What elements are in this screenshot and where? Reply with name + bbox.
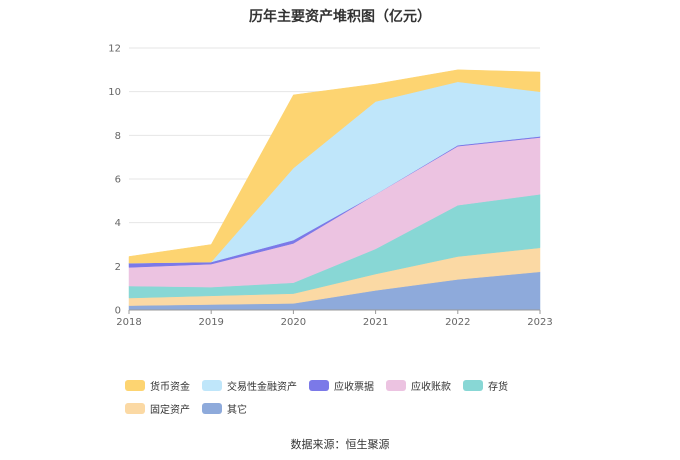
legend-label: 存货 (488, 382, 508, 393)
legend-label: 交易性金融资产 (227, 382, 297, 393)
y-tick-label: 2 (115, 262, 121, 273)
x-tick-label: 2020 (281, 317, 306, 328)
x-tick-label: 2019 (198, 317, 223, 328)
legend-item[interactable]: 应收票据 (309, 378, 374, 393)
y-tick-label: 6 (115, 175, 121, 186)
x-tick-label: 2023 (527, 317, 552, 328)
legend-swatch (125, 380, 145, 391)
legend-item[interactable]: 交易性金融资产 (202, 378, 297, 393)
y-tick-label: 0 (115, 306, 121, 317)
x-axis: 2018 2019 2020 2021 2022 2023 (116, 309, 553, 328)
legend-label: 应收票据 (334, 382, 374, 393)
legend: 货币资金 交易性金融资产 应收票据 应收账款 存货固定资产 其它 (125, 378, 575, 424)
legend-swatch (125, 403, 145, 414)
legend-swatch (463, 380, 483, 391)
data-source: 数据来源：恒生聚源 (290, 438, 390, 451)
legend-swatch (202, 380, 222, 391)
y-tick-label: 4 (115, 218, 121, 229)
chart-title: 历年主要资产堆积图（亿元） (249, 9, 431, 25)
legend-label: 固定资产 (150, 405, 190, 416)
y-tick-label: 12 (108, 44, 121, 55)
legend-label: 其它 (227, 405, 247, 416)
x-tick-label: 2018 (116, 317, 141, 328)
y-tick-label: 8 (115, 131, 121, 142)
legend-swatch (202, 403, 222, 414)
legend-swatch (386, 380, 406, 391)
legend-item[interactable]: 其它 (202, 401, 247, 416)
area-7 (128, 69, 541, 264)
y-tick-label: 10 (108, 87, 121, 98)
legend-item[interactable]: 固定资产 (125, 401, 190, 416)
legend-label: 应收账款 (411, 382, 451, 393)
area-series (128, 69, 541, 311)
x-tick-label: 2021 (363, 317, 388, 328)
legend-swatch (309, 380, 329, 391)
stacked-area-chart: 2018 2019 2020 2021 2022 2023 0 2 4 6 8 10 12 (108, 44, 553, 329)
legend-item[interactable]: 货币资金 (125, 378, 190, 393)
x-tick-label: 2022 (445, 317, 470, 328)
legend-item[interactable]: 存货 (463, 378, 508, 393)
legend-label: 货币资金 (150, 382, 190, 393)
legend-item[interactable]: 应收账款 (386, 378, 451, 393)
y-axis: 0 2 4 6 8 10 12 (108, 44, 121, 317)
